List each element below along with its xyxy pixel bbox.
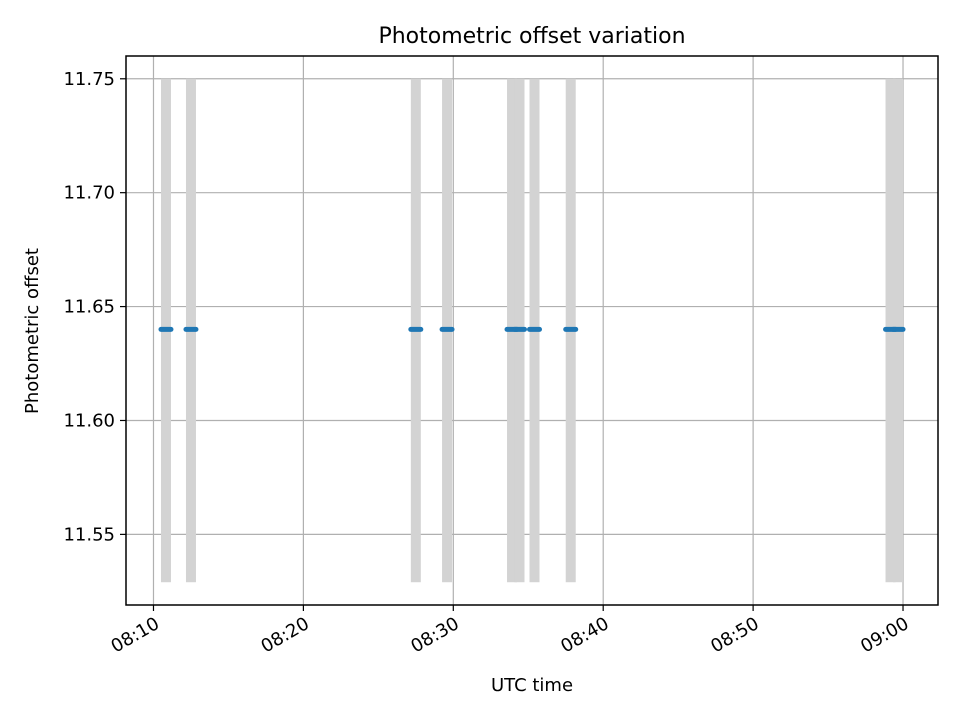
plot-frame [125, 55, 939, 606]
y-axis-title: Photometric offset [22, 248, 43, 414]
y-tick-label: 11.65 [63, 297, 115, 318]
y-tick-label: 11.70 [63, 183, 115, 204]
y-tick-label: 11.75 [63, 69, 115, 90]
y-tick-label: 11.60 [63, 410, 115, 431]
y-tick-label: 11.55 [63, 524, 115, 545]
x-axis-title: UTC time [491, 675, 573, 696]
chart-title: Photometric offset variation [378, 24, 685, 49]
